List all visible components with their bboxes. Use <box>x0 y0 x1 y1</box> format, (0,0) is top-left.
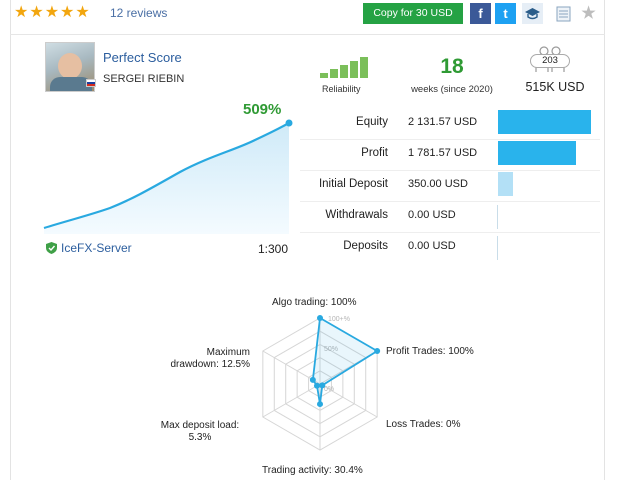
signal-name[interactable]: Perfect Score <box>103 50 182 65</box>
radar-point <box>313 382 320 389</box>
rating-star-icon: ★ <box>75 4 90 21</box>
stat-label: Withdrawals <box>325 209 388 221</box>
radar-axis-label: Trading activity: 30.4% <box>262 465 363 476</box>
broker-server[interactable]: IceFX-Server <box>46 241 132 255</box>
stat-value: 1 781.57 USD <box>408 147 478 159</box>
server-name[interactable]: IceFX-Server <box>61 241 132 255</box>
radar-axis-label: Loss Trades: 0% <box>386 419 461 430</box>
radar-series <box>311 316 379 405</box>
stat-bar <box>498 110 591 134</box>
russia-flag-icon <box>86 79 96 87</box>
stat-label: Equity <box>356 116 388 128</box>
favorite-star-icon[interactable]: ★ <box>581 5 596 22</box>
signal-card <box>10 0 605 480</box>
rating-star-icon: ★ <box>14 4 29 21</box>
stat-value: 350.00 USD <box>408 178 468 190</box>
newspaper-icon[interactable] <box>553 3 574 24</box>
stat-separator <box>300 170 600 171</box>
stat-bar-empty <box>497 236 498 260</box>
rating-star-icon: ★ <box>29 4 44 21</box>
reliability-label: Reliability <box>322 84 361 94</box>
header-divider <box>10 34 605 35</box>
growth-end-point <box>285 119 293 127</box>
stat-separator <box>300 139 600 140</box>
stat-label: Deposits <box>343 240 388 252</box>
graduation-cap-icon[interactable] <box>522 3 543 24</box>
reliability-bars-icon <box>320 56 370 78</box>
copy-signal-button[interactable]: Copy for 30 USD <box>363 3 463 24</box>
stat-label: Initial Deposit <box>318 178 388 190</box>
stat-row: Equity 2 131.57 USD <box>300 108 600 138</box>
radar-axis-label: Profit Trades: 100% <box>386 346 474 357</box>
rating-star-icon: ★ <box>44 4 60 21</box>
subscribers-count: 203 <box>530 54 570 68</box>
stat-separator <box>300 232 600 233</box>
author-avatar[interactable] <box>45 42 95 92</box>
radar-point <box>374 348 381 354</box>
signal-price: 515K USD <box>525 80 585 94</box>
growth-percent: 509% <box>243 101 282 118</box>
radar-point <box>309 376 316 383</box>
radar-chart: 100+% 50% 0% <box>262 315 381 451</box>
stat-row: Initial Deposit 350.00 USD <box>300 170 600 200</box>
stat-row: Profit 1 781.57 USD <box>300 139 600 169</box>
radar-point <box>317 401 323 408</box>
verified-shield-icon <box>46 242 57 254</box>
radar-point <box>319 382 326 389</box>
reviews-link[interactable]: 12 reviews <box>110 6 168 20</box>
stat-label: Profit <box>361 147 388 159</box>
radar-axis-label: Algo trading: 100% <box>272 297 357 308</box>
stat-value: 2 131.57 USD <box>408 116 478 128</box>
twitter-icon[interactable]: t <box>495 3 516 24</box>
stat-row: Deposits 0.00 USD <box>300 232 600 262</box>
growth-line <box>43 122 290 230</box>
stat-row: Withdrawals 0.00 USD <box>300 201 600 231</box>
facebook-icon[interactable]: f <box>470 3 491 24</box>
leverage: 1:300 <box>258 242 289 256</box>
stat-separator <box>300 201 600 202</box>
growth-area <box>44 123 289 234</box>
radar-ring-label: 50% <box>324 346 338 353</box>
radar-axis-label: Max deposit load: 5.3% <box>160 420 240 443</box>
stat-value: 0.00 USD <box>408 240 456 252</box>
radar-ring-label: 100+% <box>328 316 350 323</box>
radar-ring-label: 0% <box>324 386 334 393</box>
radar-axis-label: Maximum drawdown: 12.5% <box>170 347 251 370</box>
radar-point <box>317 315 323 321</box>
radar-axis <box>319 383 378 418</box>
stat-bar <box>498 141 576 165</box>
author-name[interactable]: SERGEI RIEBIN <box>103 73 185 85</box>
weeks-value: 18 <box>440 55 464 78</box>
rating-stars[interactable]: ★ ★ ★ ★ ★ <box>14 4 90 22</box>
stat-bar-empty <box>497 205 498 229</box>
stat-value: 0.00 USD <box>408 209 456 221</box>
weeks-label: weeks (since 2020) <box>411 84 493 95</box>
stat-bar <box>498 172 513 196</box>
growth-chart[interactable] <box>40 110 300 240</box>
rating-star-icon: ★ <box>60 4 75 21</box>
radar-axis <box>262 383 321 418</box>
